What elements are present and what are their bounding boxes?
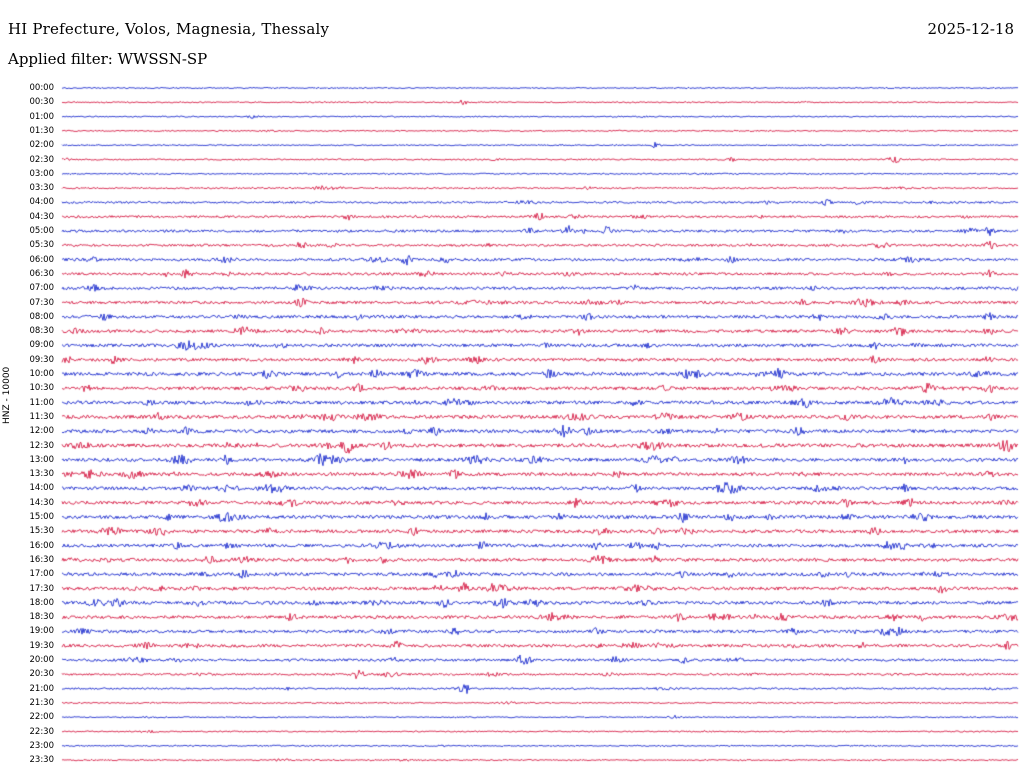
time-label: 15:00 [29, 512, 55, 522]
time-label: 20:30 [29, 669, 55, 680]
time-label: 15:30 [29, 526, 55, 537]
time-label: 18:30 [29, 612, 55, 623]
time-label: 22:30 [29, 726, 55, 737]
time-label: 03:00 [29, 168, 55, 179]
time-label: 16:00 [29, 540, 55, 551]
time-label: 00:00 [29, 83, 55, 93]
time-label: 11:00 [29, 397, 55, 408]
time-label: 18:00 [29, 597, 55, 608]
time-label: 08:30 [29, 326, 55, 337]
time-label: 08:00 [29, 311, 55, 322]
time-label: 21:00 [29, 683, 55, 694]
time-label: 03:30 [29, 183, 55, 194]
time-label: 00:30 [29, 97, 55, 108]
time-label: 01:00 [29, 111, 55, 122]
time-label: 05:30 [29, 240, 55, 251]
time-label: 17:00 [29, 569, 55, 580]
time-label: 23:30 [29, 755, 55, 766]
time-label: 14:00 [29, 483, 55, 494]
time-label: 02:00 [29, 140, 55, 151]
time-label: 22:00 [29, 712, 55, 723]
time-label: 07:00 [29, 283, 55, 294]
time-label: 07:30 [29, 297, 55, 308]
time-labels: 00:00 00:30 01:00 01:30 02:00 02:30 03:00 03:30… [0, 0, 58, 780]
time-label: 14:30 [29, 497, 55, 508]
time-label: 10:30 [29, 383, 55, 394]
time-label: 13:30 [29, 469, 55, 480]
time-label: 17:30 [29, 583, 55, 594]
time-label: 21:30 [29, 697, 55, 708]
time-label: 06:00 [29, 254, 55, 265]
time-label: 16:30 [29, 554, 55, 565]
time-label: 10:00 [29, 369, 55, 379]
time-label: 20:00 [29, 655, 55, 665]
time-label: 09:00 [29, 340, 55, 351]
time-label: 23:00 [29, 740, 55, 751]
station-title: HI Prefecture, Volos, Magnesia, Thessaly [8, 20, 330, 38]
date-label: 2025-12-18 [927, 20, 1014, 38]
time-label: 04:00 [29, 197, 55, 208]
time-label: 09:30 [29, 354, 55, 365]
time-label: 02:30 [29, 154, 55, 165]
time-label: 01:30 [29, 125, 55, 136]
time-label: 11:30 [29, 411, 55, 422]
time-label: 04:30 [29, 211, 55, 222]
time-label: 13:00 [29, 454, 55, 465]
time-label: 19:30 [29, 640, 55, 651]
time-label: 12:00 [29, 426, 55, 437]
filter-label: Applied filter: WWSSN-SP [8, 50, 208, 68]
time-label: 19:00 [29, 626, 55, 637]
time-label: 12:30 [29, 440, 55, 451]
time-label: 06:30 [29, 268, 55, 279]
time-label: 05:00 [29, 226, 55, 236]
